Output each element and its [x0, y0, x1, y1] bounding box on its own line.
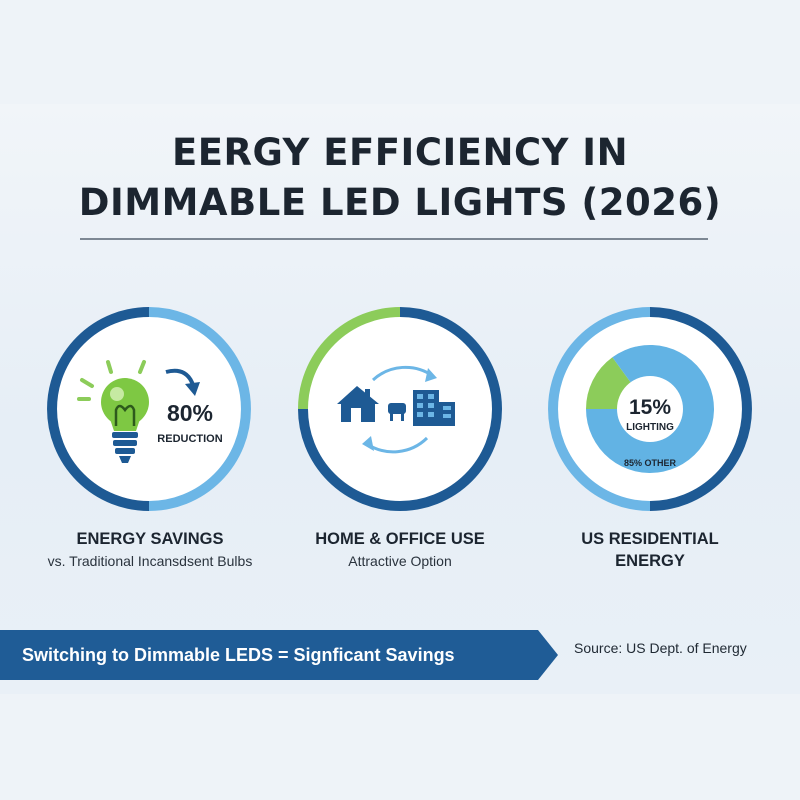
- energy-savings-title: ENERGY SAVINGS: [76, 530, 224, 548]
- ring-segment: [148, 307, 251, 511]
- home-office-caption: HOME & OFFICE USE Attractive Option: [280, 528, 520, 571]
- banner-text: Switching to Dimmable LEDS = Signficant …: [22, 645, 455, 665]
- home-office-ring: [298, 307, 502, 511]
- title-divider: [80, 238, 708, 240]
- savings-banner: Switching to Dimmable LEDS = Signficant …: [0, 630, 560, 680]
- residential-energy-card: 15% LIGHTING 85% OTHER: [547, 306, 753, 512]
- energy-savings-subtitle: vs. Traditional Incansdsent Bulbs: [47, 553, 253, 569]
- ring-segment: [298, 307, 502, 511]
- residential-energy-caption: US RESIDENTIAL ENERGY: [530, 528, 770, 572]
- energy-savings-card: 80% REDUCTION: [46, 306, 252, 512]
- energy-savings-caption: ENERGY SAVINGS vs. Traditional Incansdse…: [30, 528, 270, 571]
- ring-segment: [547, 307, 651, 511]
- residential-energy-ring: 15% LIGHTING 85% OTHER: [547, 307, 752, 511]
- lighting-slice-label: LIGHTING: [626, 422, 674, 433]
- home-office-icon: [337, 365, 455, 454]
- home-office-title: HOME & OFFICE USE: [315, 530, 485, 548]
- other-slice-label: 85% OTHER: [624, 458, 677, 468]
- savings-stat-label: REDUCTION: [157, 433, 222, 445]
- ring-segment: [46, 307, 150, 511]
- source-note: Source: US Dept. of Energy: [574, 640, 747, 656]
- home-office-subtitle: Attractive Option: [348, 553, 452, 569]
- banner-arrow-shape: [0, 630, 558, 680]
- ring-segment: [298, 307, 401, 410]
- ring-segment: [649, 307, 752, 511]
- lightbulb-icon: [77, 360, 200, 463]
- title-line-1: EERGY EFFICIENCY IN: [171, 131, 629, 174]
- energy-savings-ring: 80% REDUCTION: [46, 307, 251, 511]
- residential-energy-title-line-1: US RESIDENTIAL: [581, 530, 719, 548]
- residential-energy-title-line-2: ENERGY: [615, 552, 685, 570]
- title-line-2: DIMMABLE LED LIGHTS (2026): [78, 181, 722, 224]
- lighting-percent-label: 15%: [629, 396, 671, 419]
- page-title: EERGY EFFICIENCY IN DIMMABLE LED LIGHTS …: [0, 128, 800, 228]
- home-office-card: [297, 306, 503, 512]
- savings-stat-value: 80%: [167, 400, 213, 426]
- pie-center: [617, 376, 683, 442]
